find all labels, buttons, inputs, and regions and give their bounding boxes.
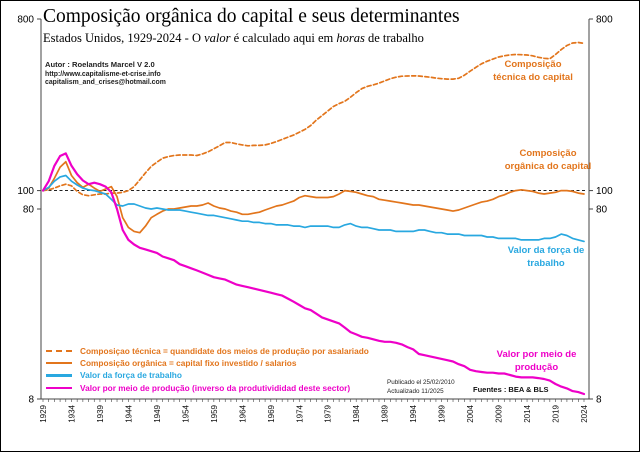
chart-subtitle: Estados Unidos, 1929-2024 - O valor é ca… (43, 31, 513, 46)
x-tick-label: 2009 (495, 404, 504, 422)
x-tick-label: 1974 (295, 404, 304, 422)
x-tick-label: 1934 (67, 404, 76, 422)
legend-line-dashed-sample (46, 350, 72, 353)
y-tick-label-left: 100 (17, 186, 34, 197)
updated-date: Actualizado 11/2025 (387, 388, 444, 396)
y-tick-label-left: 800 (17, 15, 34, 26)
x-tick-label: 1999 (438, 404, 447, 422)
legend-label: Valor da força de trabalho (80, 370, 182, 381)
x-tick-label: 2004 (466, 404, 475, 422)
chart-header: Composição orgânica do capital e seus de… (43, 6, 513, 46)
legend-label: Composiçao técnica = quandidate dos meio… (80, 346, 369, 357)
y-tick-label-right: 80 (596, 205, 608, 216)
subtitle-italic-valor: valor (204, 31, 231, 45)
x-tick-label: 1939 (96, 404, 105, 422)
series-line-valor-meio-producao (41, 152, 586, 396)
series-line-composicao-organica (42, 160, 585, 234)
legend: Composiçao técnica = quandidate dos meio… (46, 345, 369, 394)
curve-label-composicao-tecnica: Composição técnica do capital (493, 59, 573, 84)
x-tick-label: 1964 (238, 404, 247, 422)
legend-line-solid-sample (46, 374, 72, 377)
x-tick-label: 1994 (409, 404, 418, 422)
legend-label: Composição orgânica = capital fixo inves… (80, 358, 297, 369)
x-tick-label: 1944 (124, 404, 133, 422)
x-tick-label: 1949 (153, 404, 162, 422)
subtitle-mid: é calculado aqui em (230, 31, 337, 45)
subtitle-prefix: Estados Unidos, 1929-2024 - O (43, 31, 205, 45)
author-block: Autor : Roelandts Marcel V 2.0 http://ww… (45, 60, 166, 86)
legend-label: Valor por meio de produção (inverso da p… (80, 382, 351, 393)
curve-label-composicao-organica: Composição orgânica do capital (504, 148, 592, 173)
subtitle-italic-horas: horas (336, 31, 365, 45)
x-tick-label: 1929 (39, 404, 48, 422)
legend-line-solid-sample (46, 386, 72, 389)
legend-row-composicao-tecnica: Composiçao técnica = quandidate dos meio… (46, 345, 369, 357)
y-tick-label-left: 80 (23, 205, 35, 216)
x-tick-label: 1954 (181, 404, 190, 422)
curve-label-valor-meio-producao: Valor por meio de produção (496, 349, 577, 374)
y-tick-label-left: 8 (28, 395, 34, 406)
series-line-valor-forca-trabalho (42, 174, 585, 243)
publication-note: Publicado el 25/02/2010 Actualizado 11/2… (387, 378, 455, 397)
x-tick-label: 1979 (324, 404, 333, 422)
y-tick-label-right: 100 (596, 186, 613, 197)
legend-row-valor-meio-producao: Valor por meio de produção (inverso da p… (46, 382, 369, 394)
published-date: Publicado el 25/02/2010 (387, 379, 455, 386)
author-name: Autor : Roelandts Marcel V 2.0 (45, 60, 155, 69)
y-tick-label-right: 8 (596, 395, 602, 406)
author-email: capitalism_and_crises@hotmail.com (45, 79, 166, 86)
chart-title: Composição orgânica do capital e seus de… (43, 6, 460, 27)
legend-row-composicao-organica: Composição orgânica = capital fixo inves… (46, 357, 369, 369)
legend-line-solid-sample (46, 362, 72, 365)
series-line-composicao-tecnica (42, 41, 585, 197)
legend-row-valor-forca-trabalho: Valor da força de trabalho (46, 369, 369, 381)
author-website: http://www.capitalisme-et-crise.info (45, 71, 161, 78)
x-tick-label: 2019 (552, 404, 561, 422)
sources-note: Fuentes : BEA & BLS (473, 385, 549, 394)
x-tick-label: 2014 (523, 404, 532, 422)
x-tick-label: 2024 (580, 404, 589, 422)
curve-label-valor-forca-trabalho: Valor da força de trabalho (507, 245, 585, 270)
x-tick-label: 1959 (210, 404, 219, 422)
subtitle-suffix: de trabalho (364, 31, 424, 45)
x-tick-label: 1989 (381, 404, 390, 422)
y-tick-label-right: 800 (596, 15, 613, 26)
x-tick-label: 1969 (267, 404, 276, 422)
x-tick-label: 1984 (352, 404, 361, 422)
